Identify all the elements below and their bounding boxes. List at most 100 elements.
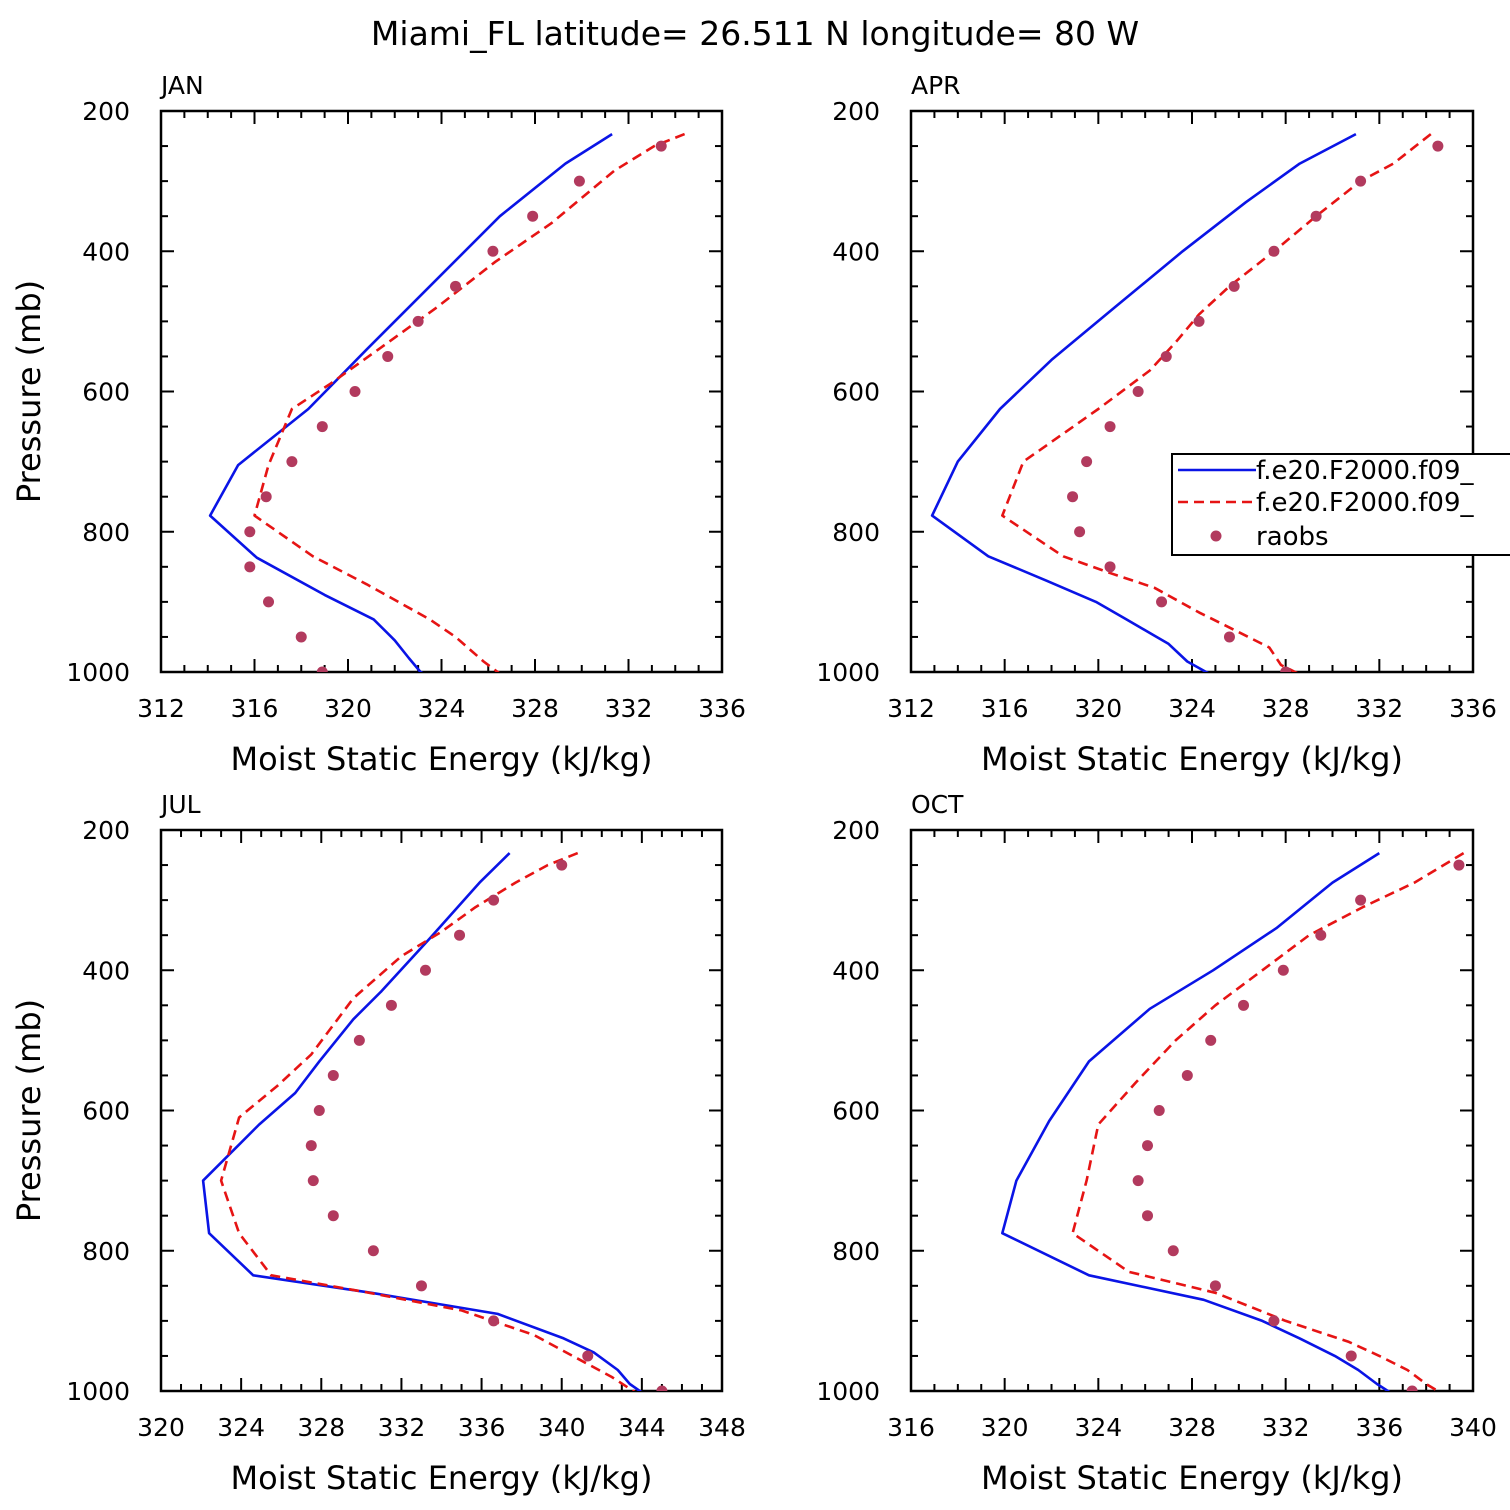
raobs-point bbox=[260, 491, 272, 503]
raobs-point bbox=[1310, 210, 1322, 222]
x-axis-label: Moist Static Energy (kJ/kg) bbox=[981, 1459, 1403, 1497]
raobs-point bbox=[1160, 350, 1172, 362]
raobs-point bbox=[1355, 894, 1367, 906]
x-axis-label: Moist Static Energy (kJ/kg) bbox=[981, 740, 1403, 778]
y-tick-label: 1000 bbox=[816, 658, 880, 687]
y-tick-label: 1000 bbox=[66, 658, 130, 687]
x-tick-label: 332 bbox=[605, 694, 653, 723]
raobs-point bbox=[488, 894, 500, 906]
raobs-point bbox=[1205, 1034, 1217, 1046]
x-tick-label: 320 bbox=[137, 1413, 185, 1442]
y-tick-label: 800 bbox=[832, 518, 880, 547]
raobs-point bbox=[412, 315, 424, 327]
y-tick-label: 1000 bbox=[66, 1377, 130, 1406]
raobs-point bbox=[1406, 1385, 1418, 1391]
legend-marker bbox=[1210, 530, 1222, 542]
raobs-point bbox=[286, 456, 298, 468]
plot-frame bbox=[909, 828, 1475, 1393]
raobs-point bbox=[1453, 859, 1465, 871]
y-axis-label: Pressure (mb) bbox=[10, 280, 48, 503]
legend-label: raobs bbox=[1256, 522, 1329, 552]
raobs-point bbox=[1268, 1315, 1280, 1327]
panel-oct: 316 320 324 328 332 336 340 200 400 600 800 1000 OCT… bbox=[816, 790, 1496, 1497]
y-tick-label: 600 bbox=[832, 378, 880, 407]
series-line-dashed bbox=[1000, 133, 1432, 672]
raobs-point bbox=[487, 245, 499, 257]
x-tick-label: 332 bbox=[378, 1413, 426, 1442]
raobs-point bbox=[556, 859, 568, 871]
x-tick-label: 328 bbox=[511, 694, 559, 723]
raobs-point bbox=[327, 1069, 339, 1081]
raobs-point bbox=[1228, 280, 1240, 292]
raobs-point bbox=[382, 350, 394, 362]
raobs-point bbox=[1238, 999, 1250, 1011]
raobs-point bbox=[295, 631, 307, 643]
series-line-solid bbox=[1000, 852, 1391, 1391]
y-tick-label: 800 bbox=[832, 1237, 880, 1266]
raobs-point bbox=[1153, 1105, 1165, 1116]
x-tick-label: 328 bbox=[1262, 694, 1310, 723]
raobs-point bbox=[1181, 1069, 1193, 1081]
x-tick-label: 312 bbox=[887, 694, 935, 723]
x-axis-label: Moist Static Energy (kJ/kg) bbox=[231, 1459, 653, 1497]
x-tick-label: 312 bbox=[137, 694, 185, 723]
raobs-point bbox=[1209, 1280, 1221, 1292]
legend-label: f.e20.F2000.f09_ bbox=[1256, 456, 1474, 486]
raobs-point bbox=[307, 1175, 319, 1187]
plot-frame bbox=[909, 109, 1475, 674]
raobs-point bbox=[1156, 596, 1168, 608]
y-tick-label: 400 bbox=[82, 237, 130, 266]
raobs-point bbox=[527, 210, 539, 222]
x-tick-label: 320 bbox=[981, 1413, 1029, 1442]
raobs-point bbox=[656, 1385, 668, 1391]
raobs-point bbox=[313, 1105, 325, 1116]
raobs-point bbox=[1132, 1175, 1144, 1187]
series-line-solid bbox=[208, 133, 613, 672]
x-tick-label: 332 bbox=[1355, 694, 1403, 723]
legend-label: f.e20.F2000.f09_ bbox=[1256, 488, 1474, 518]
x-tick-label: 344 bbox=[618, 1413, 666, 1442]
x-tick-label: 332 bbox=[1262, 1413, 1310, 1442]
raobs-point bbox=[367, 1245, 379, 1257]
raobs-point bbox=[1345, 1350, 1357, 1362]
series-line-solid bbox=[201, 852, 643, 1391]
x-tick-label: 320 bbox=[1074, 694, 1122, 723]
y-tick-label: 600 bbox=[82, 378, 130, 407]
raobs-point bbox=[1167, 1245, 1179, 1257]
raobs-point bbox=[1268, 245, 1280, 257]
y-tick-label: 600 bbox=[832, 1097, 880, 1126]
x-tick-label: 324 bbox=[217, 1413, 265, 1442]
x-tick-label: 328 bbox=[297, 1413, 345, 1442]
raobs-point bbox=[582, 1350, 594, 1362]
x-tick-label: 316 bbox=[231, 694, 279, 723]
x-tick-label: 336 bbox=[698, 694, 746, 723]
plot-frame bbox=[159, 828, 724, 1393]
legend: f.e20.F2000.f09_f.e20.F2000.f09_raobs bbox=[1171, 453, 1510, 556]
y-tick-label: 400 bbox=[832, 956, 880, 985]
raobs-point bbox=[1132, 386, 1144, 397]
raobs-point bbox=[1277, 964, 1289, 976]
series-group bbox=[1000, 851, 1465, 1391]
x-tick-label: 336 bbox=[458, 1413, 506, 1442]
figure-title: Miami_FL latitude= 26.511 N longitude= 8… bbox=[371, 14, 1139, 53]
series-line-dashed bbox=[253, 132, 686, 672]
y-tick-label: 400 bbox=[832, 237, 880, 266]
series-group bbox=[201, 851, 668, 1391]
raobs-point bbox=[1142, 1140, 1154, 1152]
y-tick-label: 600 bbox=[82, 1097, 130, 1126]
raobs-point bbox=[1193, 315, 1205, 327]
panel-label: JUL bbox=[159, 790, 201, 819]
x-tick-label: 336 bbox=[1355, 1413, 1403, 1442]
raobs-point bbox=[316, 421, 328, 433]
series-group bbox=[208, 132, 686, 672]
plot-frame bbox=[159, 109, 724, 674]
raobs-point bbox=[244, 526, 256, 538]
raobs-point bbox=[415, 1280, 427, 1292]
raobs-point bbox=[1432, 140, 1444, 152]
raobs-point bbox=[1280, 666, 1292, 672]
y-tick-label: 1000 bbox=[816, 1377, 880, 1406]
x-tick-label: 348 bbox=[698, 1413, 746, 1442]
x-tick-label: 316 bbox=[981, 694, 1029, 723]
x-tick-label: 316 bbox=[887, 1413, 935, 1442]
